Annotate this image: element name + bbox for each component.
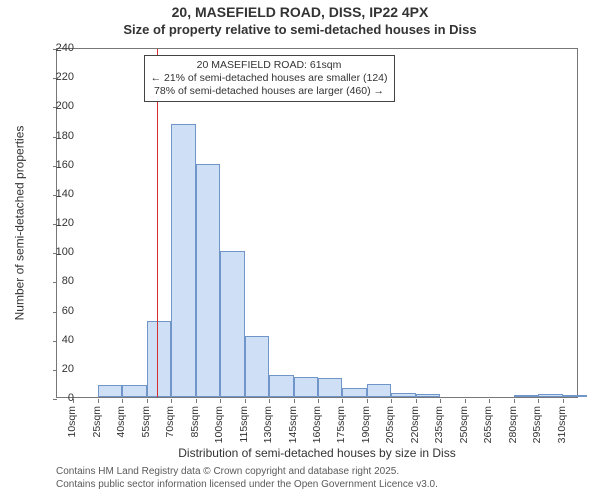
y-tick-label: 60	[44, 305, 74, 317]
y-tick-label: 80	[44, 275, 74, 287]
x-tick-label: 310sqm	[556, 406, 568, 443]
x-tick-mark	[563, 399, 564, 403]
histogram-bar	[98, 385, 122, 397]
footer-line-1: Contains HM Land Registry data © Crown c…	[56, 466, 578, 479]
x-tick-mark	[367, 399, 368, 403]
x-tick-label: 100sqm	[213, 406, 225, 443]
histogram-bar	[318, 378, 342, 397]
y-tick-label: 40	[44, 334, 74, 346]
histogram-bar	[269, 375, 293, 397]
x-tick-mark	[465, 399, 466, 403]
x-tick-mark	[98, 399, 99, 403]
x-tick-label: 295sqm	[531, 406, 543, 443]
x-tick-label: 280sqm	[507, 406, 519, 443]
title-line-2: Size of property relative to semi-detach…	[0, 22, 600, 38]
x-tick-mark	[416, 399, 417, 403]
x-tick-label: 115sqm	[238, 406, 250, 443]
y-tick-label: 20	[44, 363, 74, 375]
x-tick-label: 160sqm	[311, 406, 323, 443]
x-tick-label: 25sqm	[91, 406, 103, 438]
histogram-bar	[563, 395, 587, 397]
x-tick-mark	[342, 399, 343, 403]
histogram-bar	[171, 124, 195, 397]
x-tick-label: 85sqm	[189, 406, 201, 438]
y-tick-label: 180	[44, 130, 74, 142]
x-tick-mark	[489, 399, 490, 403]
y-tick-label: 200	[44, 100, 74, 112]
x-tick-mark	[538, 399, 539, 403]
x-tick-label: 175sqm	[335, 406, 347, 443]
histogram-bar	[122, 385, 146, 397]
annotation-line-2: ← 21% of semi-detached houses are smalle…	[151, 72, 388, 85]
x-tick-label: 70sqm	[164, 406, 176, 438]
x-tick-mark	[171, 399, 172, 403]
plot-frame: 20 MASEFIELD ROAD: 61sqm← 21% of semi-de…	[56, 48, 578, 398]
histogram-bar	[147, 321, 171, 397]
x-tick-label: 145sqm	[287, 406, 299, 443]
y-tick-label: 0	[44, 392, 74, 404]
x-tick-label: 190sqm	[360, 406, 372, 443]
chart-footer: Contains HM Land Registry data © Crown c…	[56, 466, 578, 491]
y-tick-label: 160	[44, 159, 74, 171]
x-tick-mark	[269, 399, 270, 403]
y-axis-label: Number of semi-detached properties	[12, 48, 26, 398]
y-tick-label: 120	[44, 217, 74, 229]
histogram-bar	[220, 251, 244, 397]
y-tick-label: 220	[44, 71, 74, 83]
histogram-bar	[538, 394, 562, 397]
x-tick-mark	[514, 399, 515, 403]
title-line-1: 20, MASEFIELD ROAD, DISS, IP22 4PX	[0, 4, 600, 22]
annotation-box: 20 MASEFIELD ROAD: 61sqm← 21% of semi-de…	[144, 55, 395, 102]
x-tick-label: 235sqm	[433, 406, 445, 443]
plot-area: 20 MASEFIELD ROAD: 61sqm← 21% of semi-de…	[56, 48, 578, 398]
x-tick-mark	[245, 399, 246, 403]
x-tick-label: 55sqm	[140, 406, 152, 438]
y-tick-label: 100	[44, 246, 74, 258]
x-tick-mark	[220, 399, 221, 403]
histogram-bar	[196, 164, 220, 397]
x-tick-mark	[294, 399, 295, 403]
histogram-bar	[367, 384, 391, 397]
x-axis-label: Distribution of semi-detached houses by …	[56, 446, 578, 460]
x-tick-label: 130sqm	[262, 406, 274, 443]
x-tick-mark	[196, 399, 197, 403]
chart-title: 20, MASEFIELD ROAD, DISS, IP22 4PX Size …	[0, 0, 600, 38]
annotation-line-3: 78% of semi-detached houses are larger (…	[151, 85, 388, 98]
x-tick-label: 250sqm	[458, 406, 470, 443]
histogram-bar	[294, 377, 318, 397]
x-tick-label: 205sqm	[384, 406, 396, 443]
x-tick-label: 40sqm	[115, 406, 127, 438]
annotation-line-1: 20 MASEFIELD ROAD: 61sqm	[151, 59, 388, 72]
x-tick-mark	[391, 399, 392, 403]
histogram-bar	[514, 395, 538, 397]
x-tick-mark	[440, 399, 441, 403]
y-tick-label: 240	[44, 42, 74, 54]
histogram-bar	[342, 388, 366, 397]
x-tick-mark	[122, 399, 123, 403]
x-tick-mark	[318, 399, 319, 403]
x-tick-label: 265sqm	[482, 406, 494, 443]
x-tick-label: 10sqm	[66, 406, 78, 438]
histogram-bar	[245, 336, 269, 397]
x-tick-mark	[147, 399, 148, 403]
footer-line-2: Contains public sector information licen…	[56, 479, 578, 492]
x-tick-label: 220sqm	[409, 406, 421, 443]
y-tick-label: 140	[44, 188, 74, 200]
histogram-bar	[391, 393, 415, 397]
histogram-bar	[416, 394, 440, 397]
